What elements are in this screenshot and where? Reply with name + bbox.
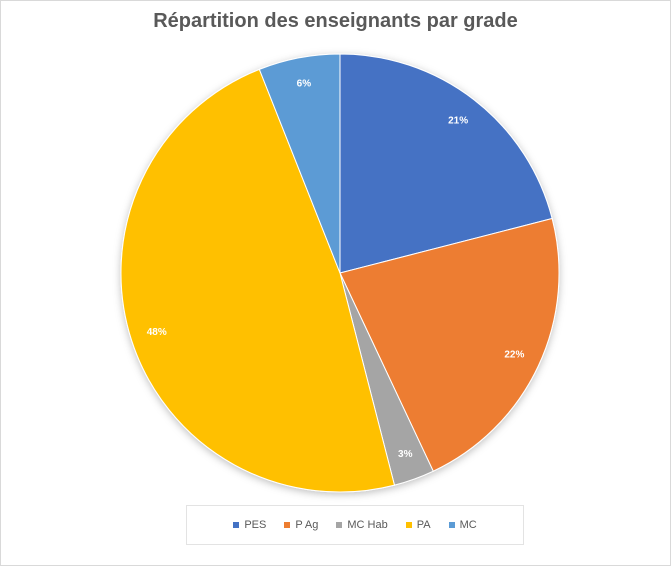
- chart-legend: PES P Ag MC Hab PA MC: [186, 505, 524, 545]
- chart-title: Répartition des enseignants par grade: [153, 10, 518, 32]
- data-label-mc: 6%: [297, 78, 312, 89]
- pie-slice-p-ag: [339, 217, 560, 472]
- legend-label-pes: PES: [244, 519, 267, 531]
- legend-swatch-p-ag: [284, 522, 291, 528]
- legend-label-mc-hab: MC Hab: [347, 519, 388, 531]
- legend-swatch-mc: [448, 522, 455, 528]
- legend-item: P Ag: [284, 519, 318, 531]
- legend-label-pa: PA: [416, 519, 431, 531]
- data-label-pa: 48%: [147, 327, 167, 338]
- data-label-mc-hab: 3%: [398, 449, 413, 460]
- pie-slice-pes: [339, 53, 553, 274]
- data-label-p-ag: 22%: [504, 350, 524, 361]
- data-label-pes: 21%: [448, 115, 468, 126]
- legend-swatch-pa: [405, 522, 412, 528]
- pie-slice-pa: [120, 68, 396, 493]
- legend-swatch-mc-hab: [336, 522, 343, 528]
- legend-item: PES: [233, 519, 266, 531]
- legend-item: MC Hab: [336, 519, 388, 531]
- legend-label-p-ag: P Ag: [295, 519, 319, 531]
- legend-item: PA: [405, 519, 431, 531]
- pie-slice-mc: [258, 53, 341, 274]
- legend-item: MC: [448, 519, 477, 531]
- legend-label-mc: MC: [459, 519, 477, 531]
- legend-swatch-pes: [233, 522, 240, 528]
